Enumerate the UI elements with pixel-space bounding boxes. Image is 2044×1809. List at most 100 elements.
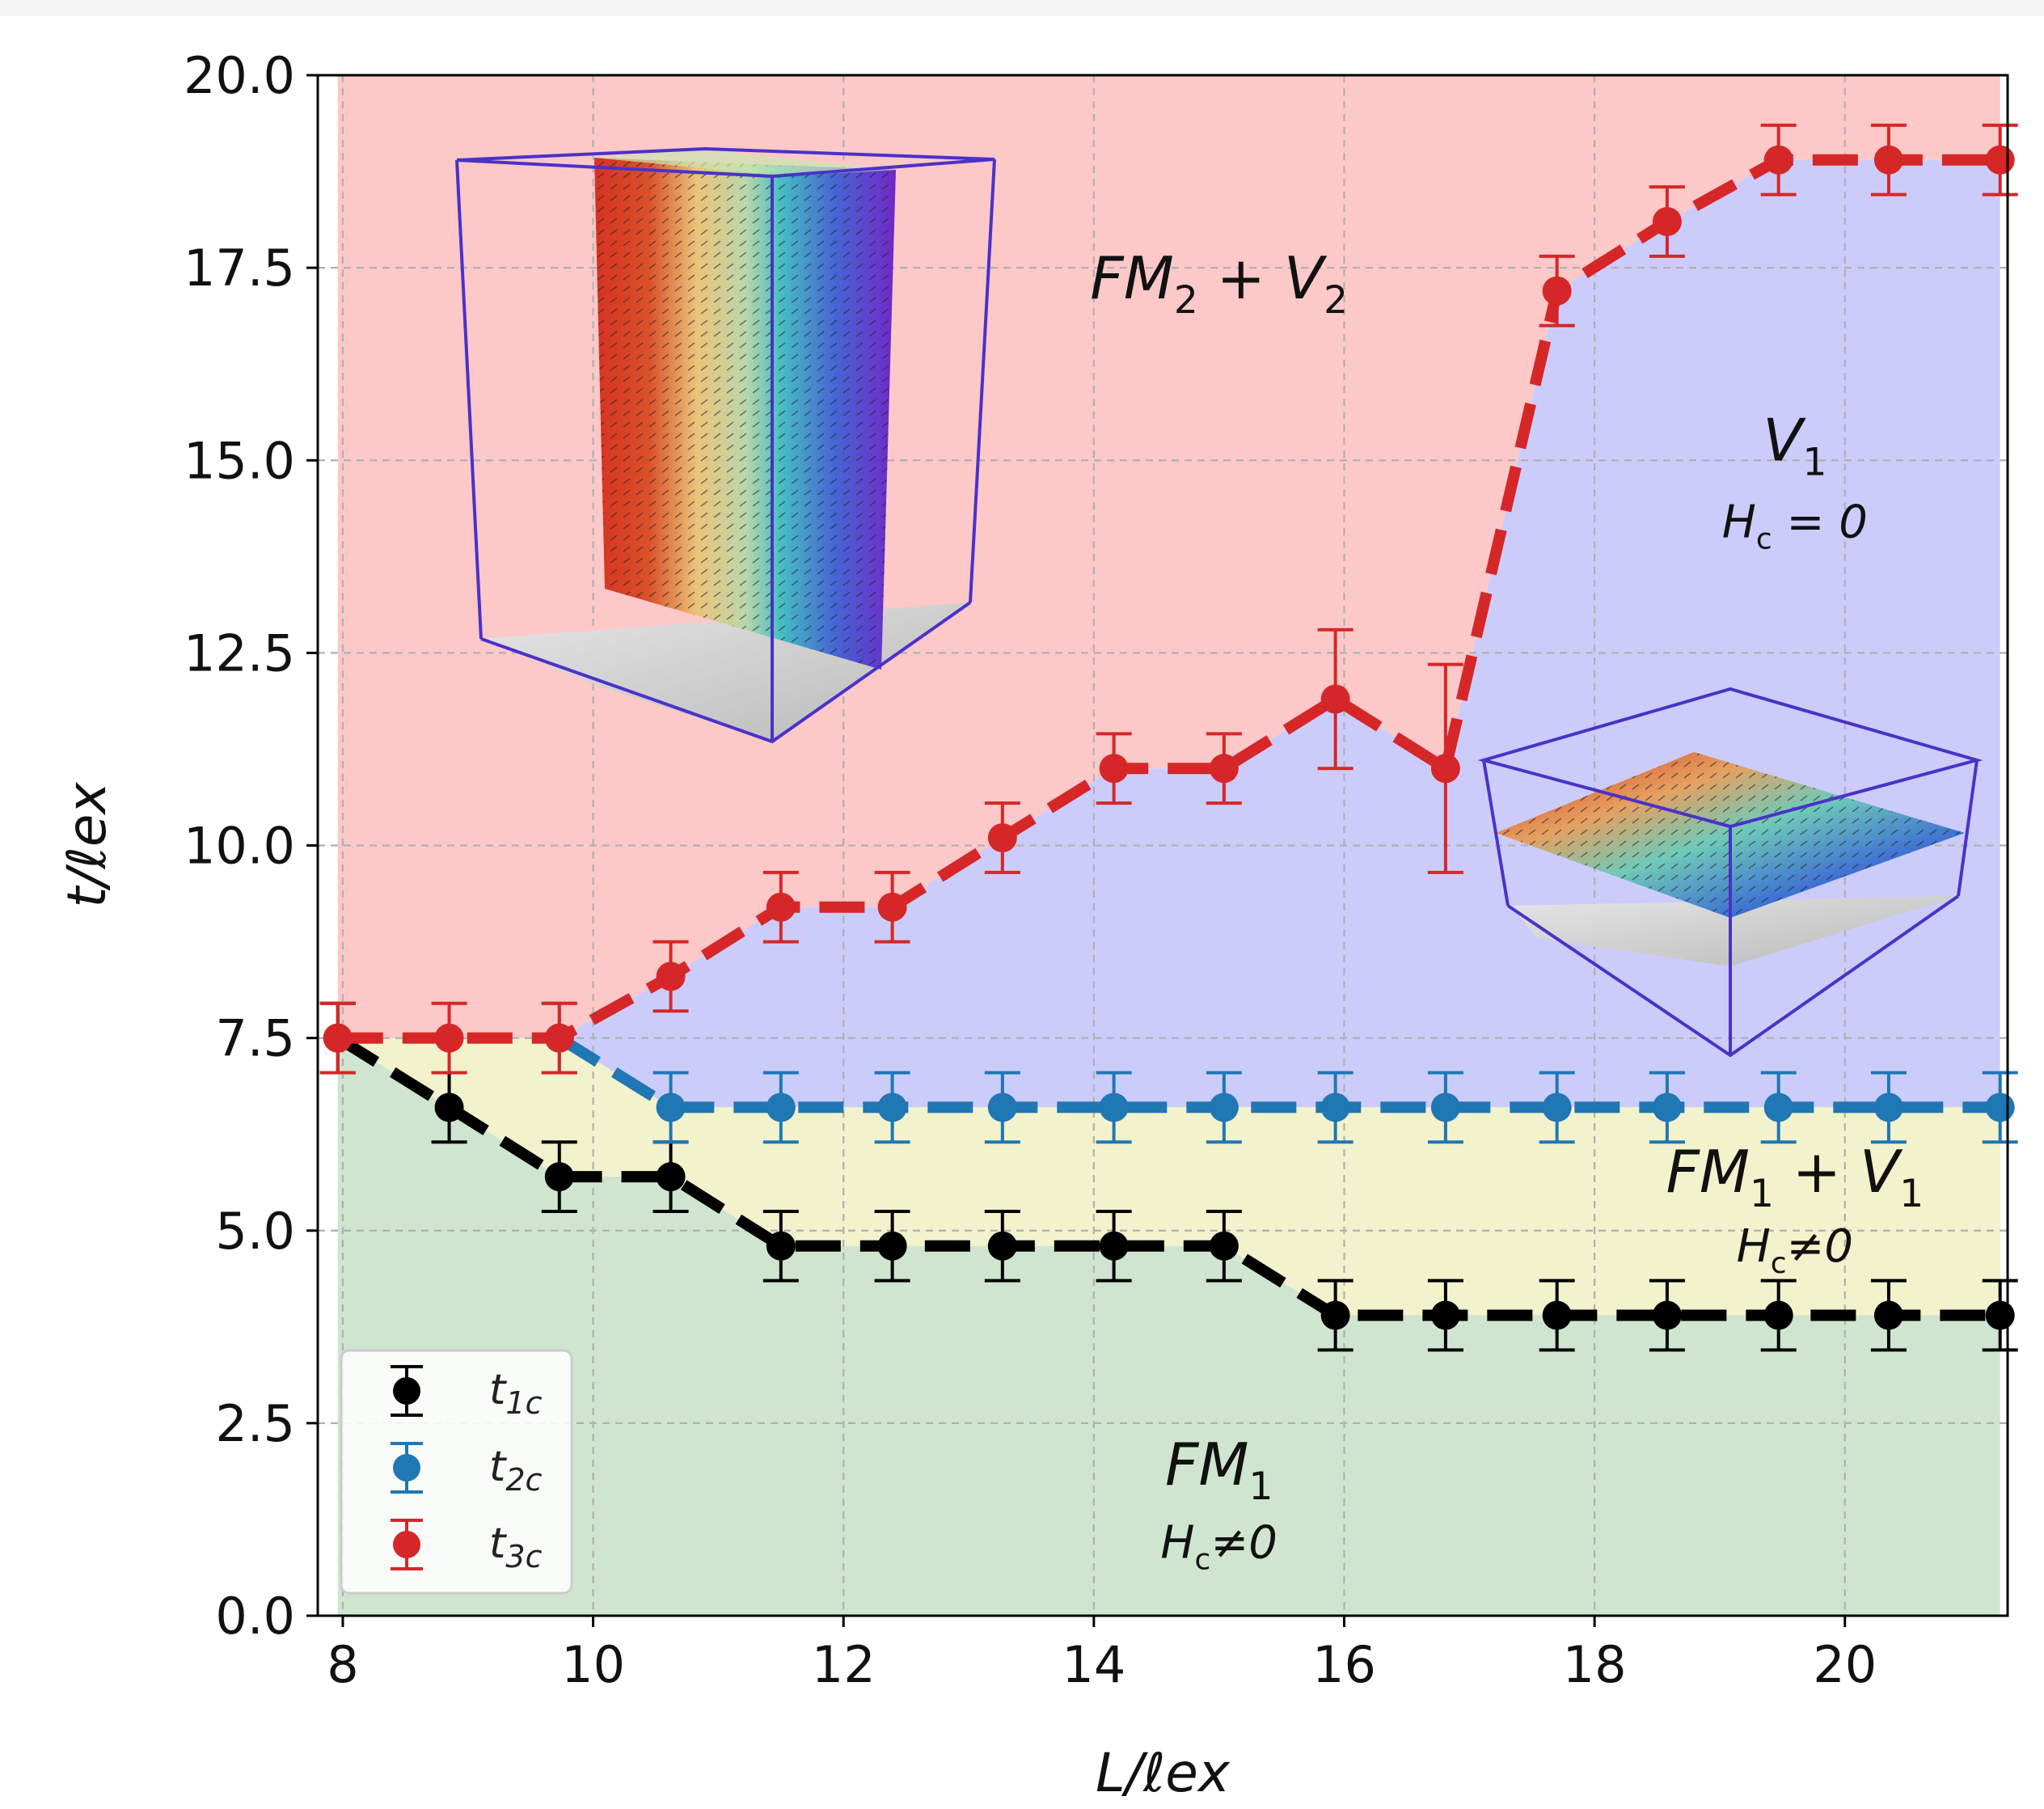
series-t2c bbox=[541, 1001, 2018, 1144]
data-point bbox=[656, 1093, 686, 1122]
data-point bbox=[1430, 1300, 1460, 1330]
data-point bbox=[1652, 1093, 1682, 1122]
label-subscript: c bbox=[1195, 1544, 1211, 1577]
y-tick-label: 5.0 bbox=[215, 1202, 295, 1261]
label-text: ≠0 bbox=[1210, 1517, 1278, 1570]
data-point bbox=[766, 892, 796, 922]
data-point bbox=[1873, 1093, 1903, 1122]
data-point bbox=[544, 1162, 574, 1192]
label-subscript: 1 bbox=[1750, 1172, 1774, 1216]
data-series bbox=[319, 123, 2018, 1352]
y-tick-label: 15.0 bbox=[184, 431, 295, 490]
label-text: V bbox=[1763, 406, 1806, 474]
label-text: + V bbox=[1198, 244, 1328, 312]
y-tick-label: 0.0 bbox=[215, 1587, 295, 1646]
data-point bbox=[877, 1093, 907, 1122]
data-point bbox=[1430, 754, 1460, 784]
label-text: + V bbox=[1774, 1138, 1903, 1206]
label-subscript: c bbox=[1771, 1247, 1787, 1280]
label-subscript: 1 bbox=[1899, 1172, 1924, 1216]
legend: t1c t2c t3c bbox=[340, 1349, 573, 1595]
x-tick-label: 10 bbox=[561, 1635, 625, 1694]
x-tick-label: 8 bbox=[327, 1635, 358, 1694]
region-label: Hc≠0 bbox=[1160, 1517, 1277, 1577]
label-text: H bbox=[1160, 1517, 1194, 1570]
y-tick-label: 10.0 bbox=[184, 817, 295, 876]
x-tick-label: 12 bbox=[812, 1635, 876, 1694]
label-text: H bbox=[1722, 497, 1756, 549]
data-point bbox=[1320, 1300, 1350, 1330]
legend-label: t3c bbox=[489, 1519, 543, 1574]
x-tick-label: 18 bbox=[1563, 1635, 1627, 1694]
data-point bbox=[877, 1231, 907, 1261]
data-point bbox=[544, 1023, 574, 1053]
data-point bbox=[1985, 1093, 2015, 1122]
inset-horizontal-slab bbox=[1477, 687, 1983, 1058]
data-point bbox=[987, 822, 1017, 852]
data-point bbox=[1542, 1093, 1572, 1122]
label-subscript: 2 bbox=[1324, 278, 1348, 323]
label-text: ≠0 bbox=[1786, 1220, 1853, 1273]
series-line-t3c bbox=[337, 154, 2000, 1044]
legend-marker bbox=[393, 1377, 420, 1405]
data-point bbox=[1985, 145, 2015, 175]
data-point bbox=[1320, 1093, 1350, 1122]
data-point bbox=[1542, 276, 1572, 306]
data-point bbox=[1209, 1231, 1239, 1261]
legend-marker bbox=[393, 1531, 420, 1558]
data-point bbox=[1763, 1093, 1793, 1122]
label-subscript: 1 bbox=[1248, 1465, 1273, 1509]
y-tick-label: 2.5 bbox=[215, 1394, 295, 1453]
label-text: FM bbox=[1090, 244, 1174, 312]
inset-vertical-slab bbox=[455, 146, 996, 744]
x-axis-label: L/ℓex bbox=[1096, 1742, 1231, 1804]
y-axis-label: t/ℓex bbox=[56, 782, 118, 908]
x-tick-label: 16 bbox=[1312, 1635, 1376, 1694]
data-point bbox=[1763, 145, 1793, 175]
data-point bbox=[434, 1023, 464, 1053]
series-line-t2c bbox=[556, 1033, 2000, 1114]
data-point bbox=[766, 1093, 796, 1122]
legend-marker bbox=[393, 1454, 420, 1481]
x-tick-label: 14 bbox=[1062, 1635, 1125, 1694]
y-tick-label: 20.0 bbox=[184, 46, 295, 105]
y-tick-label: 7.5 bbox=[215, 1009, 295, 1068]
data-point bbox=[323, 1023, 353, 1053]
series-t3c bbox=[319, 123, 2018, 1075]
legend-label: t2c bbox=[489, 1443, 543, 1498]
data-point bbox=[766, 1231, 796, 1261]
data-point bbox=[877, 892, 907, 922]
label-subscript: 1 bbox=[1802, 440, 1827, 484]
data-point bbox=[1099, 1093, 1129, 1122]
data-point bbox=[656, 1162, 686, 1192]
legend-box bbox=[340, 1349, 573, 1595]
series-line-t1c bbox=[335, 1033, 2000, 1321]
region-label: FM2 + V2 bbox=[1090, 244, 1348, 323]
axis-ticks: 8 10 12 14 16 18 200.02.55.07.510.012.515.017.… bbox=[184, 46, 1877, 1694]
data-point bbox=[1652, 206, 1682, 236]
region-fm1 bbox=[337, 1038, 2000, 1616]
data-point bbox=[1209, 754, 1239, 784]
region-label: FM1 bbox=[1165, 1431, 1273, 1509]
label-text: H bbox=[1737, 1220, 1771, 1273]
data-point bbox=[1209, 1093, 1239, 1122]
data-point bbox=[1099, 754, 1129, 784]
x-tick-label: 20 bbox=[1813, 1635, 1877, 1694]
y-tick-label: 12.5 bbox=[184, 623, 295, 683]
data-point bbox=[1763, 1300, 1793, 1330]
region-label: Hc = 0 bbox=[1722, 497, 1868, 556]
data-point bbox=[1985, 1300, 2015, 1330]
label-text: FM bbox=[1666, 1138, 1750, 1206]
data-point bbox=[1542, 1300, 1572, 1330]
label-text: = 0 bbox=[1772, 497, 1868, 549]
y-tick-label: 17.5 bbox=[184, 239, 295, 298]
data-point bbox=[987, 1231, 1017, 1261]
label-subscript: c bbox=[1756, 523, 1772, 556]
top-strip bbox=[0, 0, 2044, 16]
region-label: FM1 + V1 bbox=[1666, 1138, 1924, 1216]
data-point bbox=[656, 962, 686, 991]
data-point bbox=[1873, 1300, 1903, 1330]
region-label: Hc≠0 bbox=[1737, 1220, 1853, 1280]
